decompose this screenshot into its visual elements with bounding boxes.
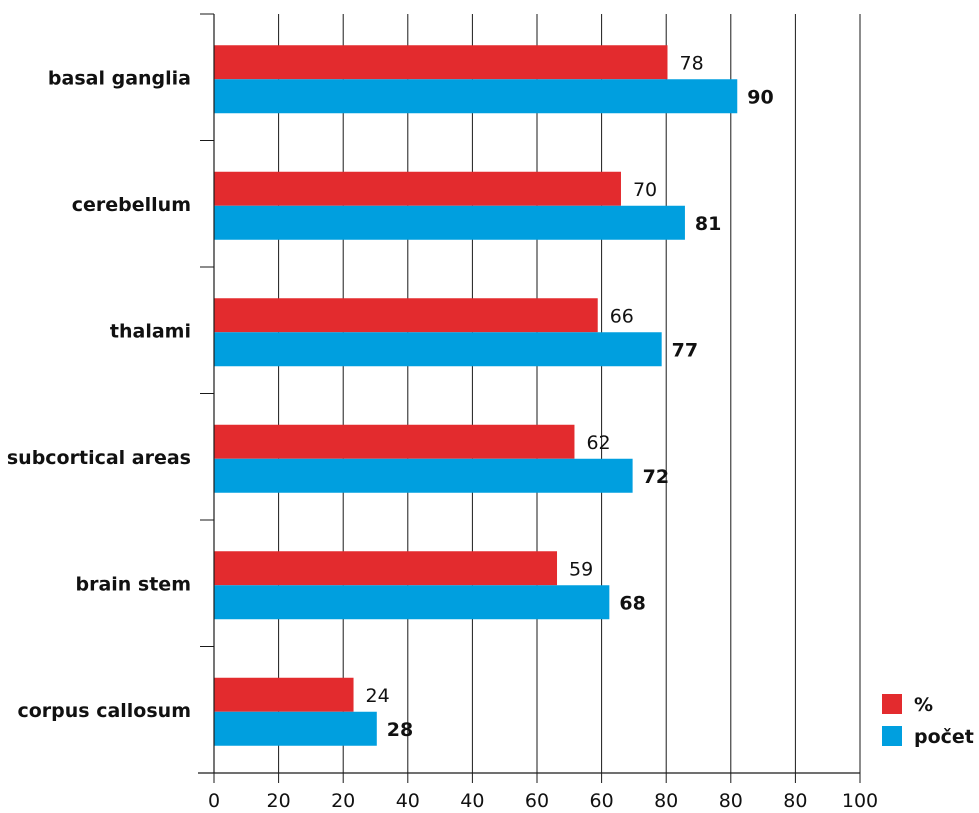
x-tick-label: 80	[654, 790, 678, 812]
legend-label: počet	[914, 726, 974, 748]
bar-count	[214, 332, 662, 366]
x-tick-label: 60	[590, 790, 614, 812]
legend-label: %	[914, 694, 933, 716]
bar-count	[214, 206, 685, 240]
bar-count	[214, 712, 377, 746]
data-label: 68	[619, 592, 645, 614]
axes	[198, 14, 860, 783]
bar-percent	[214, 425, 574, 459]
category-label: corpus callosum	[17, 700, 191, 722]
bars	[214, 45, 737, 746]
legend-swatch	[882, 694, 902, 714]
data-label: 24	[366, 685, 390, 707]
data-label: 28	[387, 719, 413, 741]
bar-percent	[214, 551, 557, 585]
data-label: 77	[672, 339, 698, 361]
x-tick-label: 100	[842, 790, 878, 812]
bar-percent	[214, 298, 598, 332]
x-tick-label: 40	[460, 790, 484, 812]
data-label: 70	[633, 179, 657, 201]
data-label: 72	[643, 466, 669, 488]
grid-lines	[279, 14, 860, 773]
bar-count	[214, 79, 737, 113]
category-label: brain stem	[75, 573, 191, 595]
bar-count	[214, 585, 609, 619]
bar-count	[214, 459, 633, 493]
legend: % počet	[882, 694, 974, 748]
category-label: subcortical areas	[7, 447, 191, 469]
bar-percent	[214, 678, 354, 712]
data-label: 66	[610, 305, 634, 327]
category-label: cerebellum	[72, 194, 191, 216]
data-label: 81	[695, 213, 721, 235]
x-tick-label: 80	[783, 790, 807, 812]
legend-swatch	[882, 726, 902, 746]
data-label: 78	[679, 52, 703, 74]
data-label: 59	[569, 558, 593, 580]
data-label: 90	[747, 86, 773, 108]
x-tick-label: 40	[396, 790, 420, 812]
x-tick-label: 60	[525, 790, 549, 812]
x-tick-label: 20	[267, 790, 291, 812]
bar-percent	[214, 45, 667, 79]
x-tick-label: 0	[208, 790, 220, 812]
x-tick-label: 80	[719, 790, 743, 812]
category-label: thalami	[110, 320, 191, 342]
bar-percent	[214, 172, 621, 206]
x-tick-label: 20	[331, 790, 355, 812]
category-label: basal ganglia	[48, 67, 191, 89]
data-label: 62	[586, 432, 610, 454]
